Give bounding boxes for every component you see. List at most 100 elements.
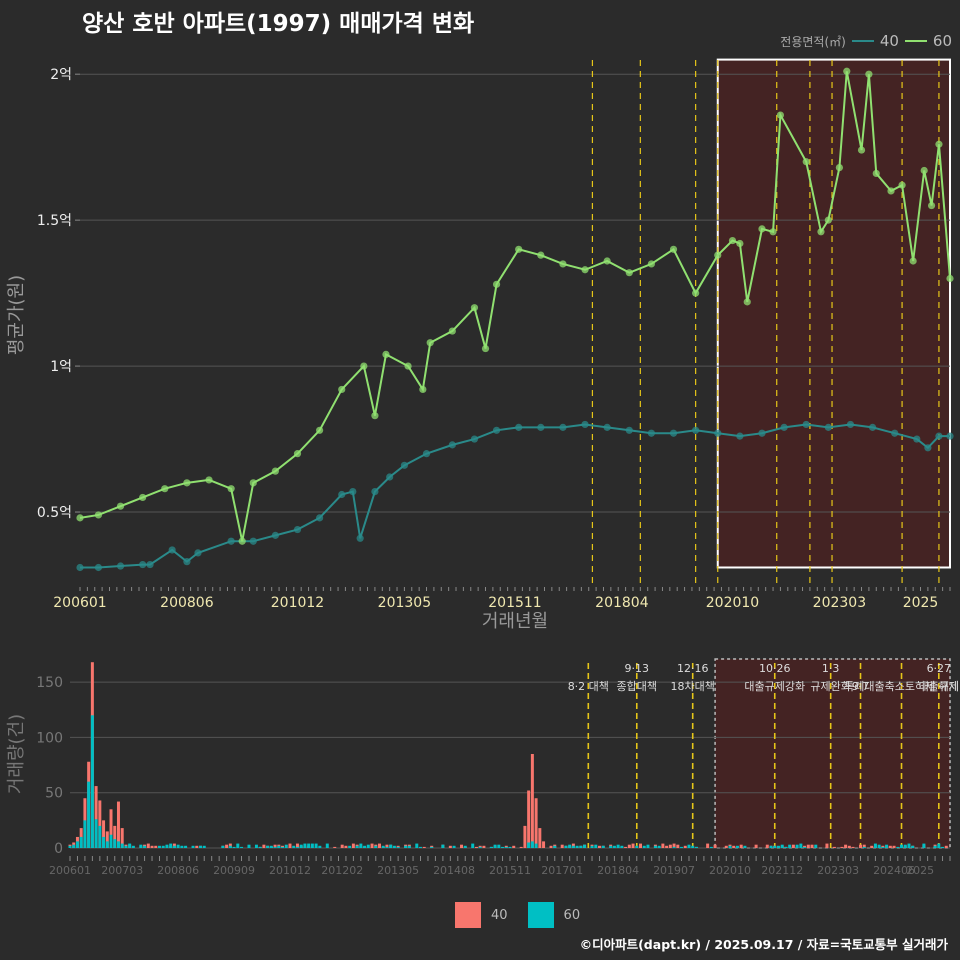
data-point-60	[360, 362, 368, 370]
x-tick-label-bottom: 202112	[761, 864, 803, 877]
volume-bar-60	[776, 845, 780, 848]
data-point-40	[824, 423, 832, 431]
data-point-60	[714, 251, 722, 259]
volume-bar-40	[732, 845, 736, 848]
volume-bar-40	[105, 831, 109, 848]
volume-bar-40	[862, 844, 866, 848]
data-point-40	[603, 423, 611, 431]
data-point-40	[581, 420, 589, 429]
data-point-60	[872, 169, 880, 178]
x-tick-label-bottom: 201305	[377, 864, 419, 877]
volume-bar-60	[396, 846, 400, 848]
volume-panel: 0 50 100 150 거래량(건) 8·2 대책 9·13 종합대책 12·16 18차대책 1…	[6, 658, 959, 877]
volume-bar-60	[795, 844, 799, 848]
x-tick-label: 200806	[160, 595, 214, 611]
volume-bar-60	[131, 845, 135, 848]
y-tick-label-bottom: 150	[36, 675, 63, 691]
legend-top-title: 전용면적(㎡)	[780, 34, 846, 49]
highlight-box	[716, 58, 951, 569]
volume-bar-60	[295, 846, 299, 848]
volume-bar-60	[941, 846, 945, 848]
data-point-60	[537, 251, 545, 259]
volume-bar-40	[225, 844, 229, 848]
credit-text: ©디아파트(dapt.kr) / 2025.09.17 / 자료=국토교통부 실…	[579, 937, 948, 952]
volume-bar-60	[310, 843, 314, 848]
volume-bar-40	[844, 844, 848, 848]
data-point-40	[470, 435, 479, 443]
volume-bar-60	[221, 845, 225, 848]
legend-bottom: 40 60	[455, 902, 580, 928]
legend-label-60: 60	[932, 32, 952, 50]
volume-bar-40	[422, 846, 426, 848]
volume-bar-60	[501, 846, 505, 848]
volume-bar-60	[176, 844, 180, 848]
data-point-60	[116, 502, 125, 510]
data-point-40	[492, 426, 501, 434]
volume-bar-60	[419, 846, 422, 848]
volume-bar-40	[120, 828, 124, 848]
data-point-60	[481, 344, 490, 353]
policy-label: 6·27	[927, 662, 952, 675]
data-point-40	[692, 426, 700, 434]
volume-bar-60	[933, 845, 937, 848]
volume-bar-60	[109, 834, 113, 848]
data-point-60	[559, 260, 567, 268]
volume-bar-60	[564, 845, 568, 848]
volume-bar-40	[385, 844, 389, 848]
data-point-60	[817, 228, 825, 236]
y-tick-label: 0.5억	[37, 505, 72, 521]
volume-bar-40	[859, 844, 862, 848]
volume-bar-40	[113, 825, 117, 848]
volume-bar-60	[691, 845, 695, 848]
volume-bar-60	[937, 843, 941, 848]
volume-bar-40	[639, 843, 642, 848]
data-point-60	[492, 280, 501, 288]
volume-bar-60	[348, 845, 352, 848]
volume-bar-60	[98, 825, 102, 848]
data-point-40	[76, 563, 84, 572]
data-point-60	[515, 245, 523, 253]
legend-bottom-label-60: 60	[563, 907, 581, 923]
data-point-60	[802, 158, 810, 166]
data-point-60	[835, 163, 844, 172]
legend-swatch-40	[455, 902, 481, 928]
x-tick-label: 201305	[378, 595, 431, 611]
policy-label: 12·16	[677, 662, 709, 675]
data-point-40	[371, 487, 379, 496]
data-point-40	[625, 426, 633, 434]
volume-bar-40	[288, 843, 292, 848]
volume-bar-60	[452, 845, 456, 848]
volume-bar-40	[851, 846, 855, 848]
volume-bar-60	[180, 845, 184, 848]
volume-bar-60	[653, 845, 657, 848]
volume-bar-60	[79, 836, 83, 848]
volume-bar-40	[519, 846, 523, 848]
data-point-40	[349, 487, 357, 496]
volume-bar-60	[404, 845, 408, 848]
data-point-40	[194, 549, 202, 557]
data-point-40	[924, 444, 932, 452]
volume-bar-60	[389, 844, 393, 848]
volume-bar-60	[191, 845, 195, 848]
policy-label: 대출규제강화	[744, 680, 805, 693]
volume-bar-60	[430, 846, 434, 848]
volume-bar-60	[314, 843, 318, 848]
volume-bar-60	[601, 845, 605, 848]
volume-bar-60	[635, 845, 639, 848]
x-tick-label-bottom: 201202	[321, 864, 363, 877]
volume-bar-60	[743, 845, 747, 848]
volume-bar-40	[116, 801, 120, 848]
volume-bar-40	[109, 809, 113, 848]
x-tick-label-bottom: 200909	[213, 864, 255, 877]
x-tick-label: 200601	[53, 595, 106, 611]
volume-bar-60	[292, 845, 296, 848]
volume-bar-40	[150, 845, 154, 848]
data-point-60	[371, 412, 379, 420]
volume-bar-40	[825, 843, 829, 848]
data-point-40	[780, 423, 788, 431]
volume-bar-60	[72, 844, 76, 848]
volume-bar-60	[281, 846, 285, 848]
policy-label: 10·26	[759, 662, 791, 675]
volume-bar-60	[325, 843, 329, 848]
